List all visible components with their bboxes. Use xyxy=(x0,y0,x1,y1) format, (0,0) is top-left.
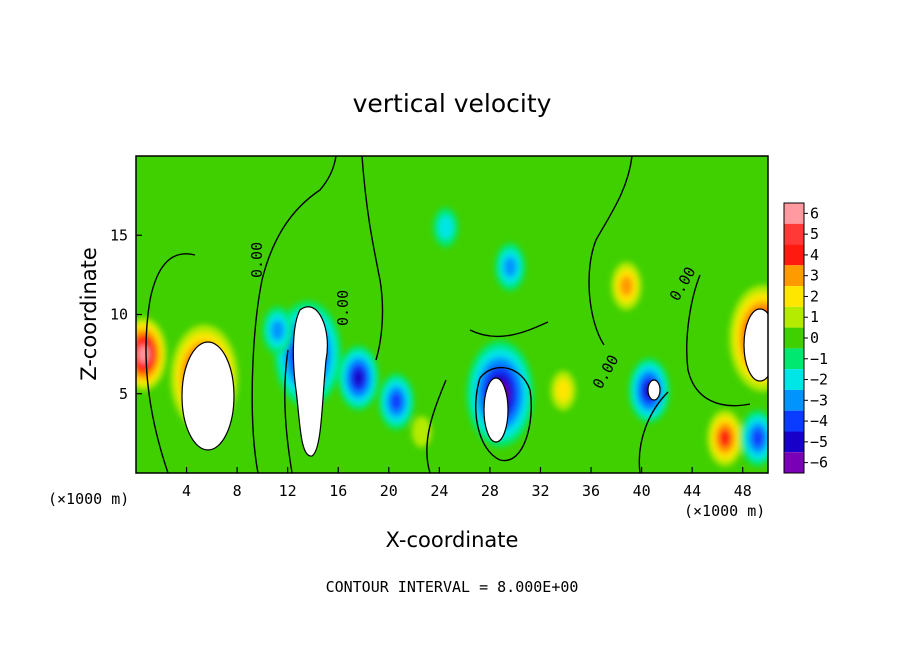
white-cores xyxy=(181,306,768,457)
white-core-right xyxy=(743,308,768,382)
colorbar-label: 2 xyxy=(810,287,819,305)
white-core-neg-a xyxy=(292,306,328,457)
velocity-cell-ring xyxy=(619,275,633,297)
colorbar-label: −6 xyxy=(810,454,828,472)
zero-contours xyxy=(145,156,751,473)
velocity-cell-ring xyxy=(555,378,571,403)
contour-label-1: 0.00 xyxy=(248,242,266,278)
colorbar-swatch xyxy=(784,431,804,453)
colorbar-label: −5 xyxy=(810,433,828,451)
velocity-cell-12 xyxy=(495,243,526,291)
colorbar-swatch xyxy=(784,306,804,328)
x-tick-label: 48 xyxy=(734,482,752,500)
velocity-cell-ring xyxy=(390,392,403,412)
velocity-cell-10 xyxy=(338,345,379,411)
white-core-neg-b xyxy=(483,377,509,443)
colorbar-label: 3 xyxy=(810,267,819,285)
x-axis-label: X-coordinate xyxy=(386,528,519,552)
y-tick-label: 15 xyxy=(110,226,128,244)
zero-contour-e xyxy=(686,274,751,407)
x-tick-label: 24 xyxy=(430,482,448,500)
colorbar-label: −2 xyxy=(810,371,828,389)
velocity-cell-ring xyxy=(751,428,764,448)
velocity-cell-ring xyxy=(352,369,365,387)
colorbar-swatch xyxy=(784,369,804,390)
plot-area: 0.00 0.00 0.00 0.00 xyxy=(136,156,768,473)
colorbar-swatch xyxy=(784,203,804,224)
x-tick-label: 36 xyxy=(582,482,600,500)
velocity-cell-ring xyxy=(271,320,285,341)
colorbar-swatch xyxy=(784,327,804,349)
velocity-cell-16 xyxy=(262,306,293,355)
velocity-cell-11 xyxy=(378,373,415,430)
colorbar-swatch xyxy=(784,389,804,411)
colorbar-frame xyxy=(783,202,805,474)
colorbar-swatch xyxy=(784,223,804,245)
x-tick-label: 4 xyxy=(182,482,191,500)
colorbar-label: 0 xyxy=(810,329,819,347)
x-unit-label-right: (×1000 m) xyxy=(684,502,765,520)
colorbar-label: 4 xyxy=(810,246,819,264)
x-tick-label: 40 xyxy=(633,482,651,500)
velocity-cell-7 xyxy=(411,416,432,448)
y-tick-label: 10 xyxy=(110,306,128,324)
zero-contour-left xyxy=(145,253,196,473)
zero-contour-h xyxy=(426,379,447,473)
x-tick-label: 8 xyxy=(233,482,242,500)
velocity-cell-5 xyxy=(611,262,642,310)
x-unit-label-left: (×1000 m) xyxy=(48,490,129,508)
colorbar-swatch xyxy=(784,265,804,287)
velocity-cell-ring xyxy=(719,428,731,448)
x-tick-label: 44 xyxy=(683,482,701,500)
contour-label-2: 0.00 xyxy=(334,290,352,326)
colorbar-label: −1 xyxy=(810,350,828,368)
velocity-cell-ring xyxy=(438,215,454,240)
y-tick-label: 5 xyxy=(119,385,128,403)
x-tick-label: 32 xyxy=(531,482,549,500)
velocity-cell-6 xyxy=(550,370,576,411)
x-tick-label: 20 xyxy=(380,482,398,500)
zero-contour-g xyxy=(475,366,532,462)
velocity-cell-4 xyxy=(707,410,743,467)
chart-title: vertical velocity xyxy=(353,89,552,118)
zero-contour-f xyxy=(469,321,549,338)
colorbar-swatch xyxy=(784,244,804,266)
zero-contour-c xyxy=(361,156,384,361)
y-axis-ticks: 5 10 15 xyxy=(110,226,142,403)
x-tick-label: 28 xyxy=(481,482,499,500)
zero-contour-d xyxy=(588,156,633,346)
velocity-cell-ring xyxy=(411,416,432,448)
colorbar: 6 5 4 3 2 1 0 −1 −2 −3 −4 −5 −6 xyxy=(784,203,828,473)
colorbar-label: 5 xyxy=(810,225,819,243)
velocity-cell-14 xyxy=(740,410,768,467)
contour-interval-note: CONTOUR INTERVAL = 8.000E+00 xyxy=(326,578,579,596)
x-tick-label: 16 xyxy=(329,482,347,500)
colorbar-label: 6 xyxy=(810,204,819,222)
colorbar-label: 1 xyxy=(810,308,819,326)
velocity-cell-ring xyxy=(138,345,149,363)
x-axis-ticks: 4 8 12 16 20 24 28 32 36 40 44 48 xyxy=(182,467,752,500)
zero-contour-b xyxy=(284,349,293,473)
plot-background xyxy=(136,156,768,473)
y-axis-label: Z-coordinate xyxy=(77,247,101,381)
colorbar-swatch xyxy=(784,348,804,370)
zero-contour-a xyxy=(251,156,337,473)
colorbar-label: −3 xyxy=(810,391,828,409)
velocity-cell-2 xyxy=(136,317,167,391)
white-core-left xyxy=(181,341,235,451)
velocity-cell-ring xyxy=(503,256,517,278)
colorbar-swatch xyxy=(784,286,804,307)
colorbar-swatch xyxy=(784,410,804,432)
colorbar-label: −4 xyxy=(810,412,828,430)
x-tick-label: 12 xyxy=(279,482,297,500)
zero-contour-i xyxy=(638,391,669,473)
velocity-cell-15 xyxy=(433,207,459,248)
colorbar-swatch xyxy=(784,452,804,473)
white-core-neg-c xyxy=(647,379,661,401)
